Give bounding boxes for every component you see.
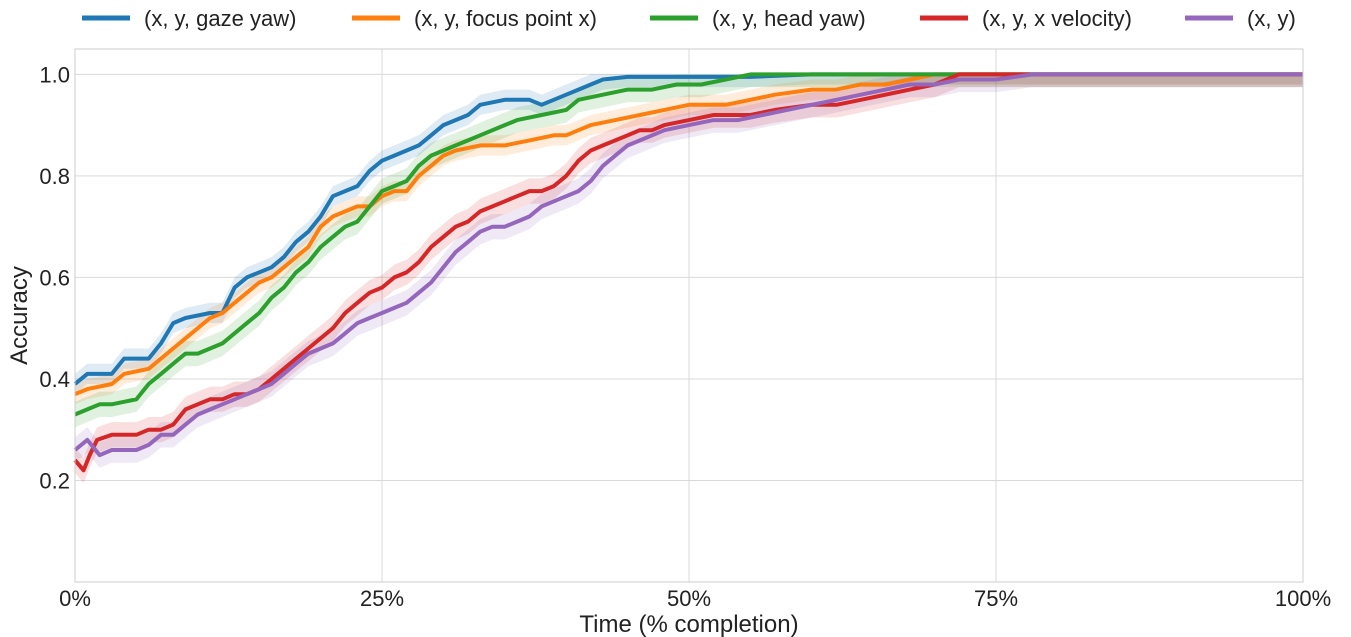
- x-tick-labels: 0% 25% 50% 75% 100%: [59, 586, 1331, 611]
- confidence-bands: [75, 74, 1303, 484]
- x-tick-label: 50%: [667, 586, 711, 611]
- confidence-band: [75, 74, 1303, 428]
- y-tick-label: 0.6: [39, 265, 70, 290]
- series-line: [73, 72, 1303, 458]
- x-tick-label: 0%: [59, 586, 91, 611]
- legend-label: (x, y, x velocity): [982, 6, 1132, 31]
- series-lines: [73, 72, 1303, 473]
- y-axis-label: Accuracy: [6, 266, 33, 365]
- legend-label: (x, y, head yaw): [712, 6, 866, 31]
- series-line: [74, 72, 1303, 417]
- series-line: [73, 72, 1303, 473]
- y-tick-label: 0.8: [39, 164, 70, 189]
- y-tick-label: 0.2: [39, 468, 70, 493]
- x-tick-label: 25%: [360, 586, 404, 611]
- series-line: [73, 72, 1303, 386]
- y-tick-label: 1.0: [39, 62, 70, 87]
- series-line: [74, 72, 1303, 397]
- legend-label: (x, y, gaze yaw): [144, 6, 296, 31]
- legend-label: (x, y, focus point x): [414, 6, 597, 31]
- x-tick-label: 75%: [974, 586, 1018, 611]
- confidence-band: [75, 74, 1303, 395]
- legend-label: (x, y): [1247, 6, 1296, 31]
- plot-frame: [74, 48, 1304, 583]
- x-axis-label: Time (% completion): [579, 611, 798, 637]
- y-tick-label: 0.4: [39, 367, 70, 392]
- y-tick-labels: 0.2 0.4 0.6 0.8 1.0: [39, 62, 70, 493]
- x-tick-label: 100%: [1275, 586, 1331, 611]
- legend: (x, y, gaze yaw) (x, y, focus point x) (x,…: [82, 6, 1296, 31]
